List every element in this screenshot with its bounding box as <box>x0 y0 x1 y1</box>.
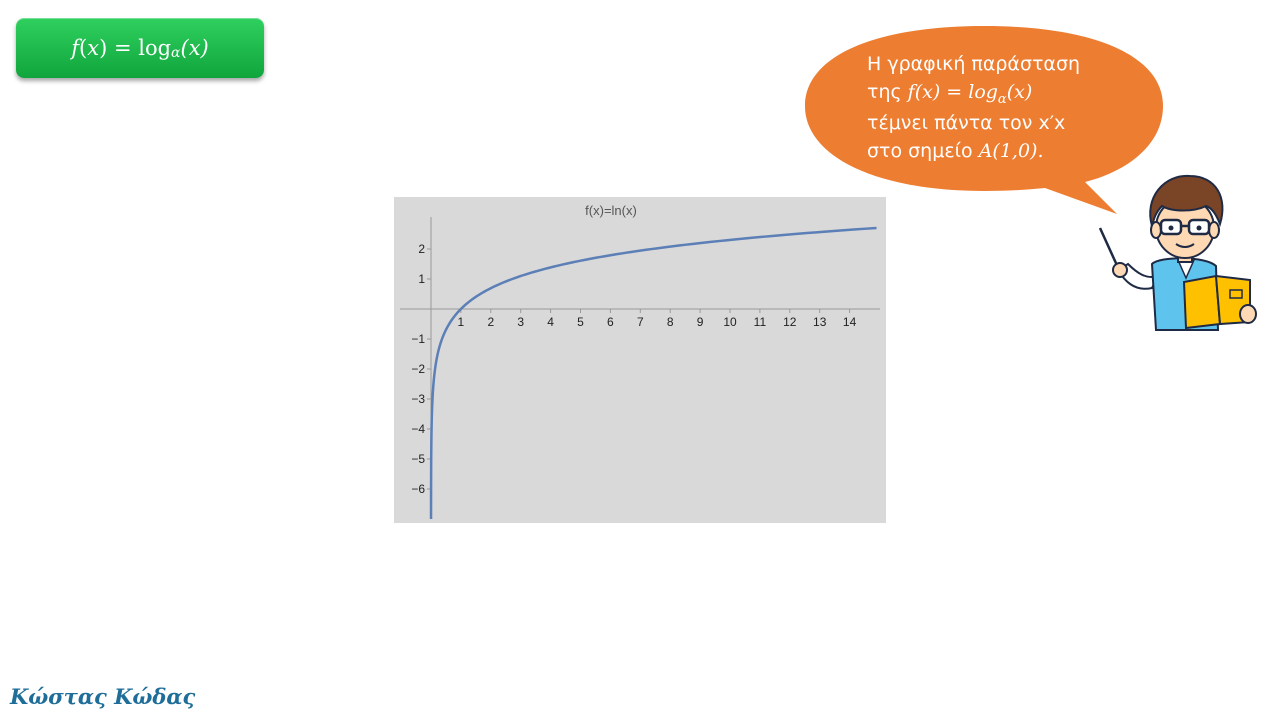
hair <box>1149 174 1224 230</box>
y-tick-label: −3 <box>411 392 425 406</box>
x-tick-label: 4 <box>547 315 554 329</box>
log-chart: f(x)=ln(x) 1 2 3 4 5 6 7 8 9 10 11 12 13 14 2 1 −1 −2 −3 −4−… <box>394 197 886 523</box>
title-func: f(x) <box>71 36 108 60</box>
x-tick-label: 2 <box>487 315 494 329</box>
y-tick-label: −4 <box>411 422 425 436</box>
bubble-line-4: στο σημείο A(1,0). <box>867 140 1044 162</box>
title-equals: = <box>107 36 139 60</box>
x-tick-label: 1 <box>458 315 465 329</box>
title-log: log <box>138 36 172 60</box>
bubble-line-3: τέμνει πάντα τον x′x <box>867 112 1066 134</box>
y-tick-label: 2 <box>418 242 425 256</box>
title-log-base: α <box>171 45 181 61</box>
author-signature: Κώστας Κώδας <box>10 684 196 709</box>
x-tick-label: 14 <box>843 315 857 329</box>
y-tick-label: −1 <box>411 332 425 346</box>
ln-curve-line <box>429 226 877 519</box>
x-tick-label: 13 <box>813 315 827 329</box>
x-tick-label: 7 <box>637 315 644 329</box>
x-tick-label: 5 <box>577 315 584 329</box>
book-icon <box>1182 274 1222 330</box>
y-tick-label: −5 <box>411 452 425 466</box>
x-tick-label: 8 <box>667 315 674 329</box>
x-tick-label: 11 <box>754 315 767 329</box>
speech-bubble-shape <box>805 26 1163 214</box>
x-tick-label: 12 <box>783 315 797 329</box>
x-tick-label: 6 <box>607 315 614 329</box>
x-tick-label: 3 <box>517 315 524 329</box>
x-tick-label: 10 <box>723 315 737 329</box>
bubble-math-point: A(1,0). <box>978 140 1044 162</box>
y-tick-label: −6 <box>411 482 425 496</box>
chart-svg: f(x)=ln(x)1 2 3 4 5 6 7 8 9 10 11 12 13 1421−1−2−3−4−… <box>400 203 880 519</box>
y-tick-label: −2 <box>411 362 425 376</box>
speech-bubble: Η γραφική παράσταση της f(x) = logα(x) τ… <box>805 20 1163 214</box>
x-tick-label: 9 <box>697 315 704 329</box>
title-log-arg: (x) <box>180 36 209 60</box>
bubble-math-1: f(x) = logα(x) <box>907 81 1033 107</box>
chart-title: f(x)=ln(x) <box>585 203 637 218</box>
y-tick-label: 1 <box>418 272 425 286</box>
speech-bubble-text: Η γραφική παράσταση της f(x) = logα(x) τ… <box>867 50 1127 165</box>
function-title-badge: f(x) = log α (x) <box>16 18 264 78</box>
bubble-line-1: Η γραφική παράσταση <box>867 53 1081 75</box>
teacher-illustration <box>1098 174 1257 331</box>
bubble-line-2: της f(x) = logα(x) <box>867 81 1033 107</box>
